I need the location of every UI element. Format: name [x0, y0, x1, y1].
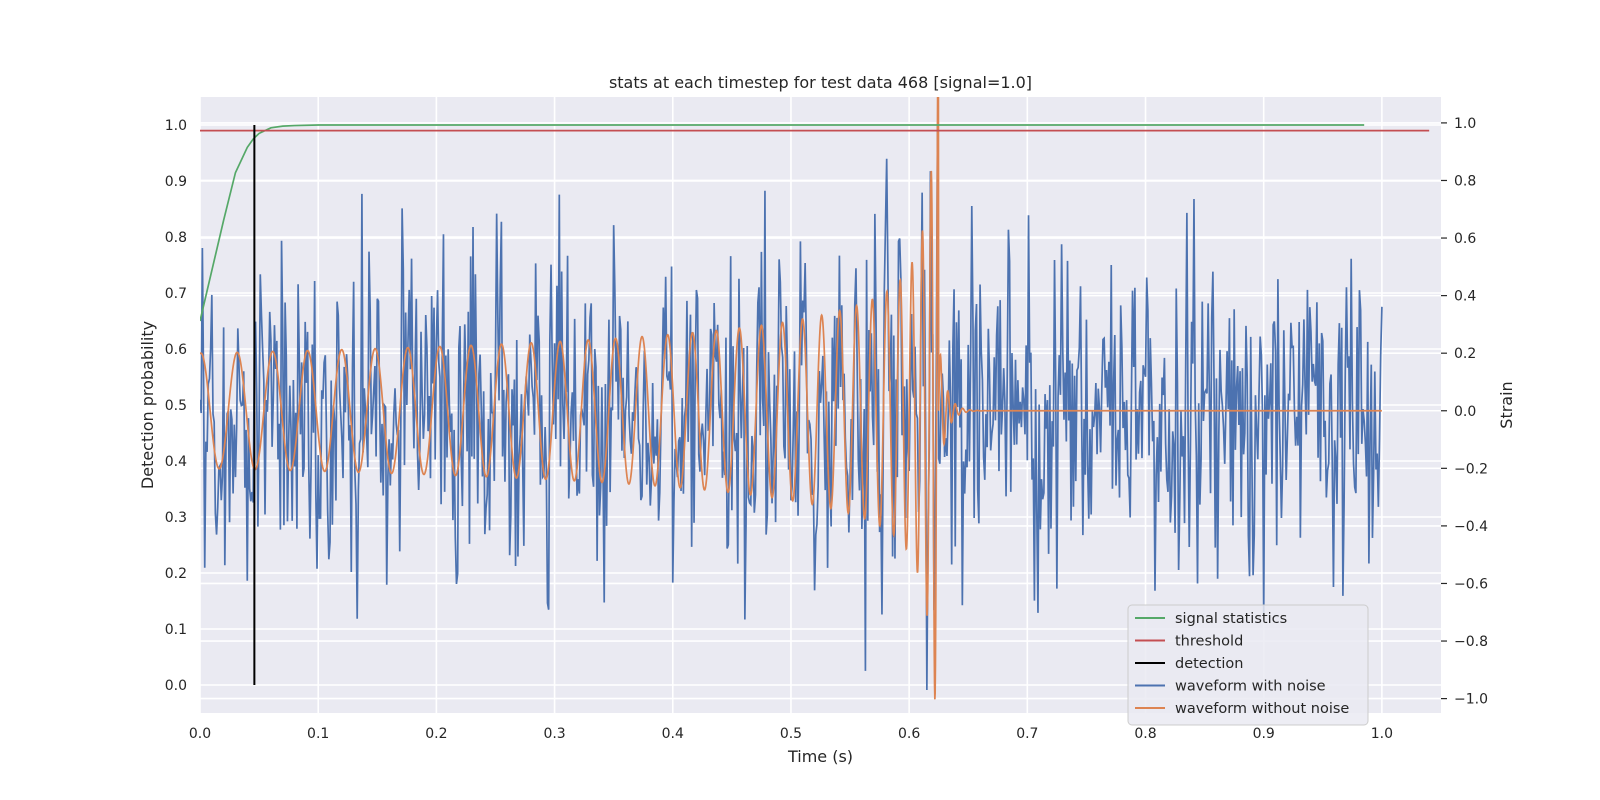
x-tick-label: 0.4 [662, 726, 684, 742]
x-tick-label: 0.5 [780, 726, 802, 742]
y-tick-label: 0.8 [165, 230, 187, 246]
legend-label: threshold [1175, 634, 1243, 650]
x-tick-label: 1.0 [1371, 726, 1393, 742]
y-tick-label: 0.6 [165, 342, 187, 358]
x-tick-label: 0.6 [898, 726, 920, 742]
right-y-tick-label: −0.4 [1454, 519, 1488, 535]
legend-label: waveform without noise [1175, 701, 1349, 717]
right-y-tick-label: −1.0 [1454, 692, 1488, 708]
legend-label: waveform with noise [1175, 679, 1326, 695]
y-tick-label: 0.5 [165, 398, 187, 414]
right-y-tick-label: 0.8 [1454, 173, 1476, 189]
y-tick-label: 0.1 [165, 622, 187, 638]
y-tick-label: 1.0 [165, 118, 187, 134]
legend-label: signal statistics [1175, 611, 1287, 627]
chart-title: stats at each timestep for test data 468… [609, 73, 1032, 92]
waveform-with-noise-line [200, 124, 1383, 690]
right-y-tick-label: −0.8 [1454, 634, 1488, 650]
right-y-tick-label: 0.0 [1454, 404, 1476, 420]
x-tick-label: 0.9 [1253, 726, 1275, 742]
series-layer [200, 97, 1430, 700]
x-tick-label: 0.3 [543, 726, 565, 742]
x-tick-label: 0.7 [1016, 726, 1038, 742]
y-tick-label: 0.7 [165, 286, 187, 302]
y-tick-label: 0.3 [165, 510, 187, 526]
y-tick-label: 0.2 [165, 566, 187, 582]
x-tick-label: 0.2 [425, 726, 447, 742]
right-y-tick-label: 0.4 [1454, 289, 1476, 305]
right-y-tick-label: 0.6 [1454, 231, 1476, 247]
y-axis-label: Detection probability [138, 321, 157, 489]
legend-box [1127, 604, 1369, 726]
x-tick-label: 0.0 [189, 726, 211, 742]
right-y-tick-label: 0.2 [1454, 346, 1476, 362]
right-y-axis-label: Strain [1497, 381, 1516, 428]
right-y-tick-label: 1.0 [1454, 116, 1476, 132]
right-y-tick-label: −0.2 [1454, 461, 1488, 477]
waveform-without-noise-line [200, 97, 1382, 700]
x-tick-label: 0.1 [307, 726, 329, 742]
axes-layer: 0.0 0.1 0.2 0.3 0.4 0.5 0.6 0.7 0.8 0.9 1.0 0.0 0.1 0… [165, 116, 1488, 742]
y-tick-label: 0.4 [165, 454, 187, 470]
legend-label: detection [1175, 656, 1243, 672]
legend: signal statistics threshold detection wavef… [1127, 604, 1369, 726]
x-tick-label: 0.8 [1134, 726, 1156, 742]
y-tick-label: 0.9 [165, 174, 187, 190]
y-tick-label: 0.0 [165, 678, 187, 694]
x-axis-label: Time (s) [787, 747, 853, 766]
right-y-tick-label: −0.6 [1454, 576, 1488, 592]
